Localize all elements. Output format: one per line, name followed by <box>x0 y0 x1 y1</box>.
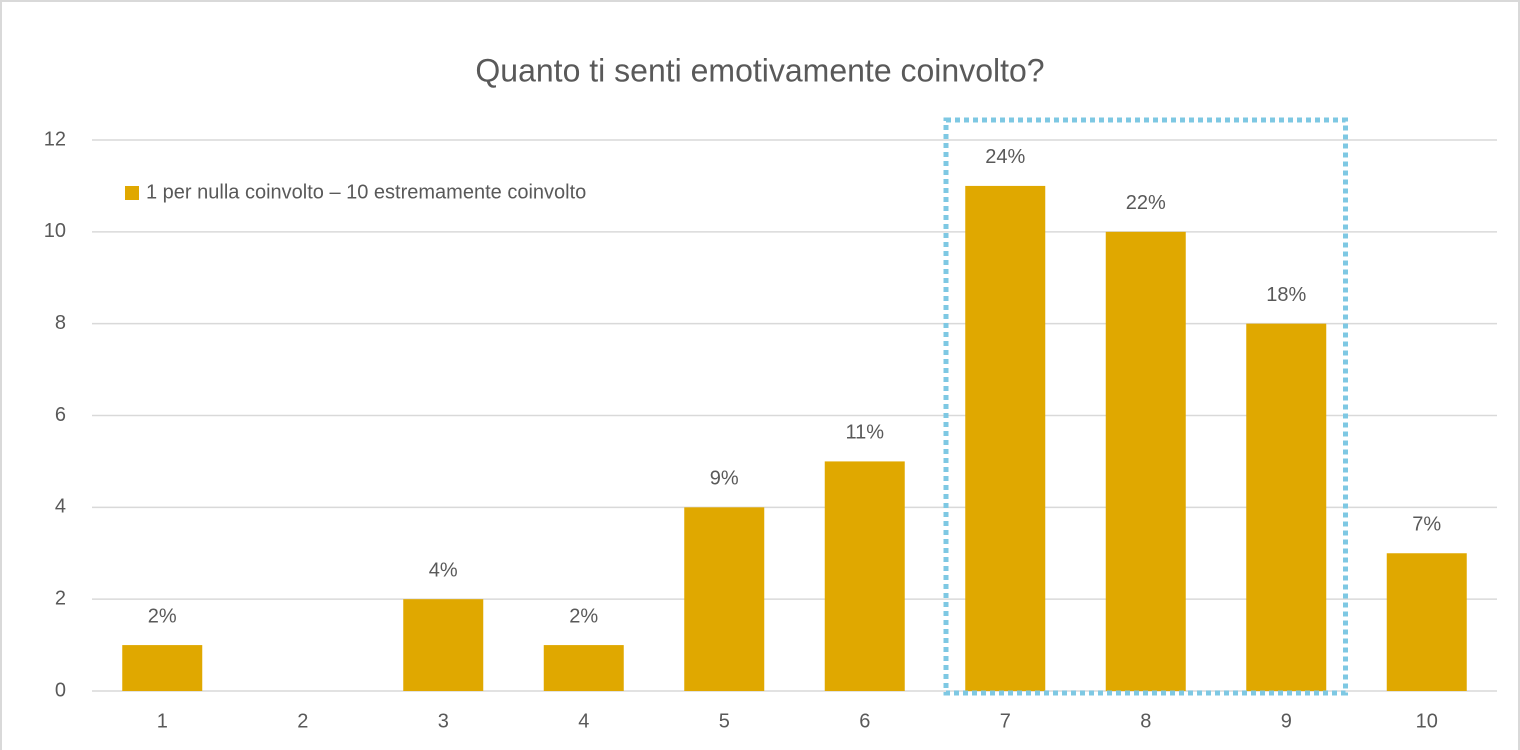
data-label: 2% <box>148 605 177 627</box>
chart-title: Quanto ti senti emotivamente coinvolto? <box>475 52 1044 88</box>
x-tick-label: 4 <box>578 710 589 732</box>
data-label: 7% <box>1412 514 1441 536</box>
legend-swatch <box>125 186 139 200</box>
x-tick-label: 7 <box>1000 710 1011 732</box>
x-tick-label: 6 <box>859 710 870 732</box>
bar <box>122 645 203 691</box>
y-tick-label: 0 <box>55 679 66 701</box>
bar <box>543 645 624 691</box>
data-label: 9% <box>710 468 739 490</box>
data-label: 18% <box>1266 284 1306 306</box>
x-tick-label: 10 <box>1416 710 1438 732</box>
highlight-box <box>943 117 1348 696</box>
y-tick-label: 8 <box>55 312 66 334</box>
x-tick-label: 5 <box>719 710 730 732</box>
bar <box>1105 231 1186 692</box>
y-tick-label: 6 <box>55 404 66 426</box>
y-tick-label: 12 <box>44 128 66 150</box>
data-label: 11% <box>845 422 884 444</box>
data-label: 2% <box>569 605 598 627</box>
data-label: 22% <box>1126 192 1166 214</box>
bar <box>403 599 484 691</box>
data-label: 4% <box>429 559 458 581</box>
y-tick-label: 4 <box>55 496 66 518</box>
bar <box>965 185 1046 691</box>
x-tick-label: 2 <box>297 710 308 732</box>
x-tick-label: 9 <box>1281 710 1292 732</box>
y-tick-label: 10 <box>44 220 66 242</box>
x-tick-label: 1 <box>157 710 168 732</box>
legend-label: 1 per nulla coinvolto – 10 estremamente … <box>146 181 586 203</box>
bar <box>684 507 765 691</box>
data-label: 24% <box>985 146 1025 168</box>
y-tick-label: 2 <box>55 587 66 609</box>
x-tick-label: 3 <box>438 710 449 732</box>
bar <box>1386 553 1467 691</box>
bar <box>1246 323 1327 691</box>
bar <box>824 461 905 691</box>
x-tick-label: 8 <box>1140 710 1151 732</box>
